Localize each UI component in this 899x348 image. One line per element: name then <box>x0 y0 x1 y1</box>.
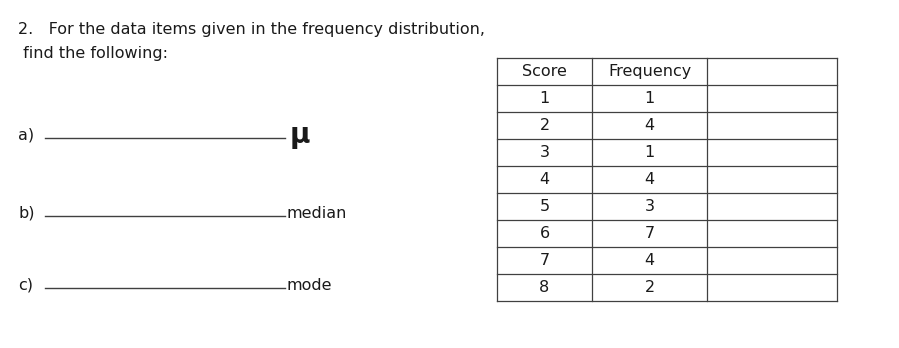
Text: 7: 7 <box>539 253 549 268</box>
Text: μ: μ <box>290 121 310 149</box>
Text: a): a) <box>18 127 34 142</box>
Text: 1: 1 <box>645 91 654 106</box>
Text: 1: 1 <box>645 145 654 160</box>
Text: 2.   For the data items given in the frequency distribution,: 2. For the data items given in the frequ… <box>18 22 485 37</box>
Text: 4: 4 <box>539 172 549 187</box>
Text: 4: 4 <box>645 253 654 268</box>
Text: 5: 5 <box>539 199 549 214</box>
Text: b): b) <box>18 206 34 221</box>
Text: 2: 2 <box>645 280 654 295</box>
Text: 7: 7 <box>645 226 654 241</box>
Text: 3: 3 <box>539 145 549 160</box>
Text: mode: mode <box>287 277 333 293</box>
Text: 4: 4 <box>645 172 654 187</box>
Text: 3: 3 <box>645 199 654 214</box>
Text: 4: 4 <box>645 118 654 133</box>
Text: 6: 6 <box>539 226 549 241</box>
Text: median: median <box>287 206 347 221</box>
Text: 1: 1 <box>539 91 549 106</box>
Text: Frequency: Frequency <box>608 64 691 79</box>
Text: c): c) <box>18 277 33 293</box>
Text: Score: Score <box>522 64 567 79</box>
Text: find the following:: find the following: <box>18 46 168 61</box>
Text: 8: 8 <box>539 280 549 295</box>
Text: 2: 2 <box>539 118 549 133</box>
